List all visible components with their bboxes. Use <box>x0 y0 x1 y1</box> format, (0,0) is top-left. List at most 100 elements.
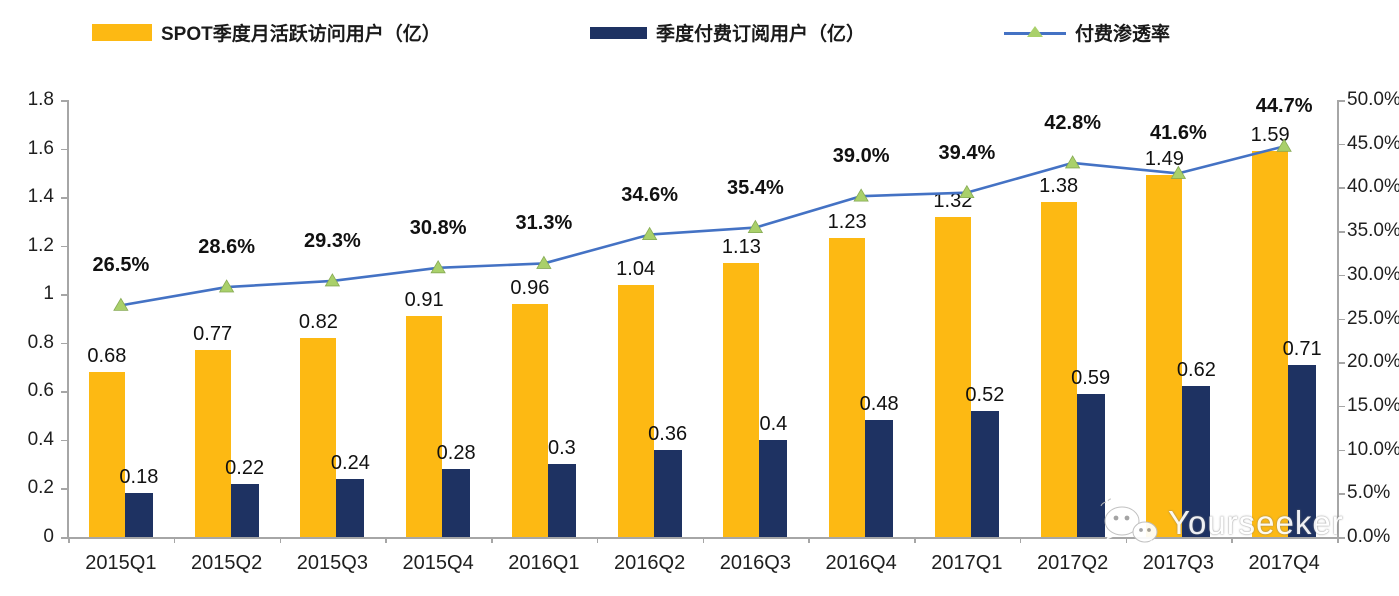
y-axis-label-right: 10.0% <box>1347 438 1399 460</box>
penetration-value-label: 35.4% <box>727 176 784 199</box>
y-axis-right <box>1337 100 1339 537</box>
y-tick-left <box>61 439 67 442</box>
x-tick <box>173 537 176 543</box>
triangle-marker-icon <box>959 184 975 199</box>
x-axis-label: 2017Q3 <box>1142 552 1214 574</box>
y-axis-label-left: 1.6 <box>27 137 54 159</box>
bar-subscribers-value-label: 0.22 <box>225 456 265 479</box>
y-tick-right <box>1338 100 1345 102</box>
x-tick <box>385 537 387 543</box>
y-axis-label-left: 0.6 <box>27 380 54 402</box>
bar-mau-value-label: 0.68 <box>87 344 127 367</box>
y-tick-left <box>61 148 67 151</box>
bar-subscribers <box>970 410 999 537</box>
y-tick-left <box>61 537 67 539</box>
y-tick-right <box>1338 405 1345 408</box>
x-axis-label: 2017Q1 <box>931 552 1003 574</box>
y-axis-label-right: 20.0% <box>1347 351 1399 373</box>
bar-mau <box>934 216 971 537</box>
bar-subscribers <box>230 483 259 537</box>
bar-mau <box>511 303 548 537</box>
bar-mau-value-label: 0.96 <box>510 276 550 299</box>
y-axis-label-left: 0.4 <box>27 428 54 450</box>
x-tick <box>68 537 70 543</box>
y-axis-label-right: 15.0% <box>1347 394 1399 416</box>
penetration-value-label: 28.6% <box>198 236 255 259</box>
bar-subscribers-value-label: 0.52 <box>965 383 1005 406</box>
bar-mau-value-label: 1.13 <box>721 235 761 258</box>
bar-subscribers-value-label: 0.3 <box>547 437 576 460</box>
y-axis-label-right: 45.0% <box>1347 132 1399 154</box>
triangle-marker-icon <box>536 255 552 269</box>
y-axis-label-left: 1.2 <box>27 234 54 256</box>
bar-mau-value-label: 1.23 <box>827 211 867 234</box>
bar-mau-value-label: 1.49 <box>1144 148 1184 171</box>
x-tick <box>808 537 810 543</box>
y-axis-label-right: 5.0% <box>1347 482 1391 504</box>
penetration-value-label: 29.3% <box>304 229 361 252</box>
bar-mau-value-label: 1.38 <box>1039 174 1079 197</box>
triangle-marker-icon <box>641 226 658 240</box>
x-axis-label: 2015Q3 <box>296 552 368 574</box>
bar-mau <box>723 262 760 537</box>
penetration-value-label: 41.6% <box>1150 122 1207 145</box>
y-axis-label-left: 0 <box>43 526 54 547</box>
y-axis-label-right: 40.0% <box>1347 176 1399 198</box>
x-tick <box>702 537 704 543</box>
bar-subscribers <box>124 493 153 537</box>
triangle-marker-icon <box>218 279 235 293</box>
triangle-marker-icon <box>1064 155 1081 169</box>
bar-subscribers <box>1288 364 1317 537</box>
bar-mau-value-label: 1.04 <box>616 257 656 280</box>
bar-subscribers <box>759 439 788 537</box>
x-axis-label: 2017Q4 <box>1248 552 1320 574</box>
bar-subscribers-value-label: 0.36 <box>648 422 688 445</box>
legend-label-mau: SPOT季度月活跃访问用户（亿） <box>161 24 441 45</box>
y-tick-left <box>61 100 67 102</box>
y-axis-label-left: 0.2 <box>27 477 54 499</box>
bar-subscribers-value-label: 0.59 <box>1071 366 1111 389</box>
y-tick-right <box>1338 449 1345 452</box>
triangle-marker-icon <box>1276 138 1292 152</box>
bar-subscribers <box>336 478 365 537</box>
y-tick-right <box>1338 537 1345 539</box>
y-axis-label-right: 0.0% <box>1347 526 1391 547</box>
y-axis-label-right: 25.0% <box>1347 307 1399 329</box>
bar-mau <box>829 238 866 537</box>
y-tick-left <box>61 294 67 296</box>
penetration-value-label: 44.7% <box>1255 95 1313 118</box>
bar-mau <box>194 350 231 537</box>
y-tick-right <box>1338 143 1345 146</box>
bar-subscribers-value-label: 0.24 <box>330 451 370 474</box>
y-axis-label-left: 1 <box>43 283 54 305</box>
y-tick-right <box>1338 362 1345 364</box>
bar-subscribers <box>547 464 576 537</box>
bar-subscribers-value-label: 0.71 <box>1282 337 1322 360</box>
penetration-line <box>113 138 1292 311</box>
bar-mau <box>406 316 443 537</box>
y-tick-left <box>61 197 67 199</box>
triangle-marker-icon <box>113 297 129 311</box>
x-tick <box>1125 537 1127 543</box>
y-tick-left <box>61 245 67 248</box>
triangle-marker-icon <box>1170 165 1187 179</box>
legend-swatch-subscribers <box>590 26 647 39</box>
x-tick <box>596 537 599 543</box>
legend-item-mau: SPOT季度月活跃访问用户（亿） <box>92 19 441 46</box>
bar-subscribers-value-label: 0.4 <box>759 412 788 435</box>
legend-label-subscribers: 季度付费订阅用户（亿） <box>656 24 866 45</box>
y-axis-left <box>67 100 69 537</box>
y-tick-right <box>1338 493 1345 495</box>
bar-mau <box>617 284 654 537</box>
x-axis-label: 2016Q4 <box>825 552 897 574</box>
y-axis-label-left: 1.4 <box>27 186 54 208</box>
bar-mau-value-label: 0.82 <box>298 310 338 333</box>
y-tick-left <box>61 488 67 490</box>
x-axis-label: 2016Q2 <box>614 552 686 574</box>
x-tick <box>1337 537 1339 543</box>
x-tick <box>279 537 281 543</box>
triangle-marker-icon <box>747 219 764 234</box>
bar-mau <box>1146 175 1183 537</box>
x-axis-label: 2015Q4 <box>402 552 474 574</box>
